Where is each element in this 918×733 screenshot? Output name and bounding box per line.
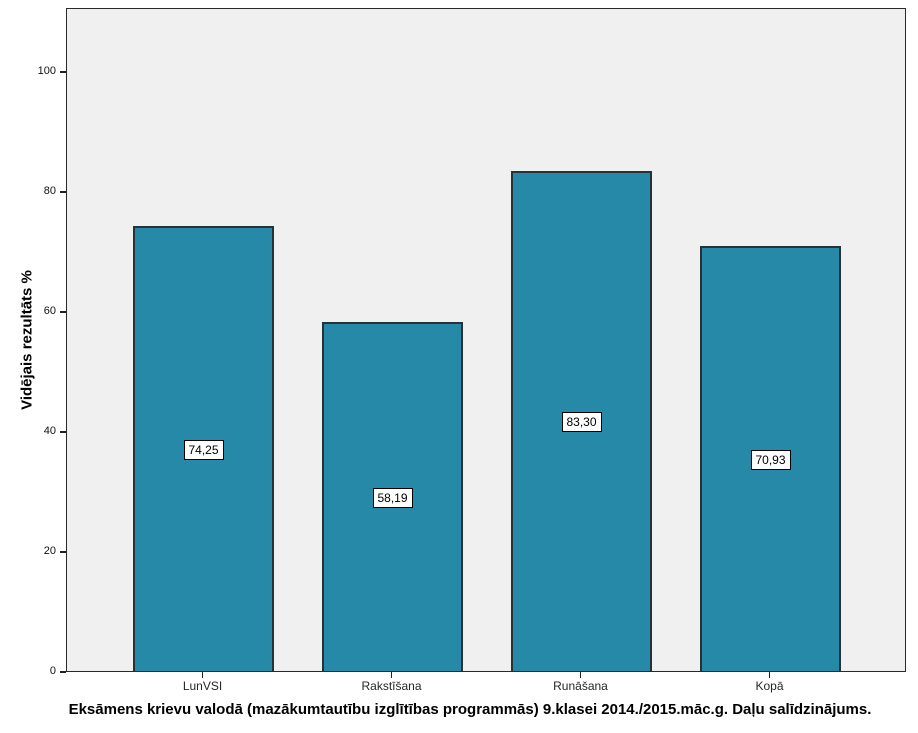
y-tick-label: 20 xyxy=(43,545,56,558)
y-tick-label: 80 xyxy=(43,185,56,198)
y-tick-mark xyxy=(60,71,66,73)
y-tick-label: 0 xyxy=(49,665,56,677)
y-tick-mark xyxy=(60,191,66,193)
y-tick-mark xyxy=(60,671,66,673)
x-axis: LunVSI Rakstīšana Runāšana Kopā xyxy=(66,672,906,696)
chart-title: Eksāmens krievu valodā (mazākumtautību i… xyxy=(68,701,872,718)
x-tick-label-0: LunVSI xyxy=(182,679,223,693)
y-axis: 0 20 40 60 80 100 xyxy=(0,8,66,677)
y-tick-mark xyxy=(60,431,66,433)
y-tick-label: 100 xyxy=(37,65,56,78)
x-tick-label-3: Kopā xyxy=(755,679,784,693)
value-label: 58,19 xyxy=(372,487,413,508)
y-tick-mark xyxy=(60,551,66,553)
x-tick-mark xyxy=(579,672,582,678)
x-tick-mark xyxy=(390,672,393,678)
value-label: 70,93 xyxy=(750,449,791,470)
bar-Rakstīšana xyxy=(322,322,463,671)
y-tick-mark xyxy=(60,311,66,313)
x-tick-mark xyxy=(201,672,204,678)
y-tick-label: 40 xyxy=(43,425,56,438)
x-tick-label-2: Runāšana xyxy=(553,679,608,693)
value-label: 83,30 xyxy=(561,412,602,432)
x-tick-label-1: Rakstīšana xyxy=(361,679,422,693)
y-tick-label: 60 xyxy=(43,305,56,318)
plot-area: 74,25 58,19 83,30 70,93 xyxy=(66,8,906,672)
x-tick-mark xyxy=(768,672,771,678)
value-label: 74,25 xyxy=(183,439,224,460)
